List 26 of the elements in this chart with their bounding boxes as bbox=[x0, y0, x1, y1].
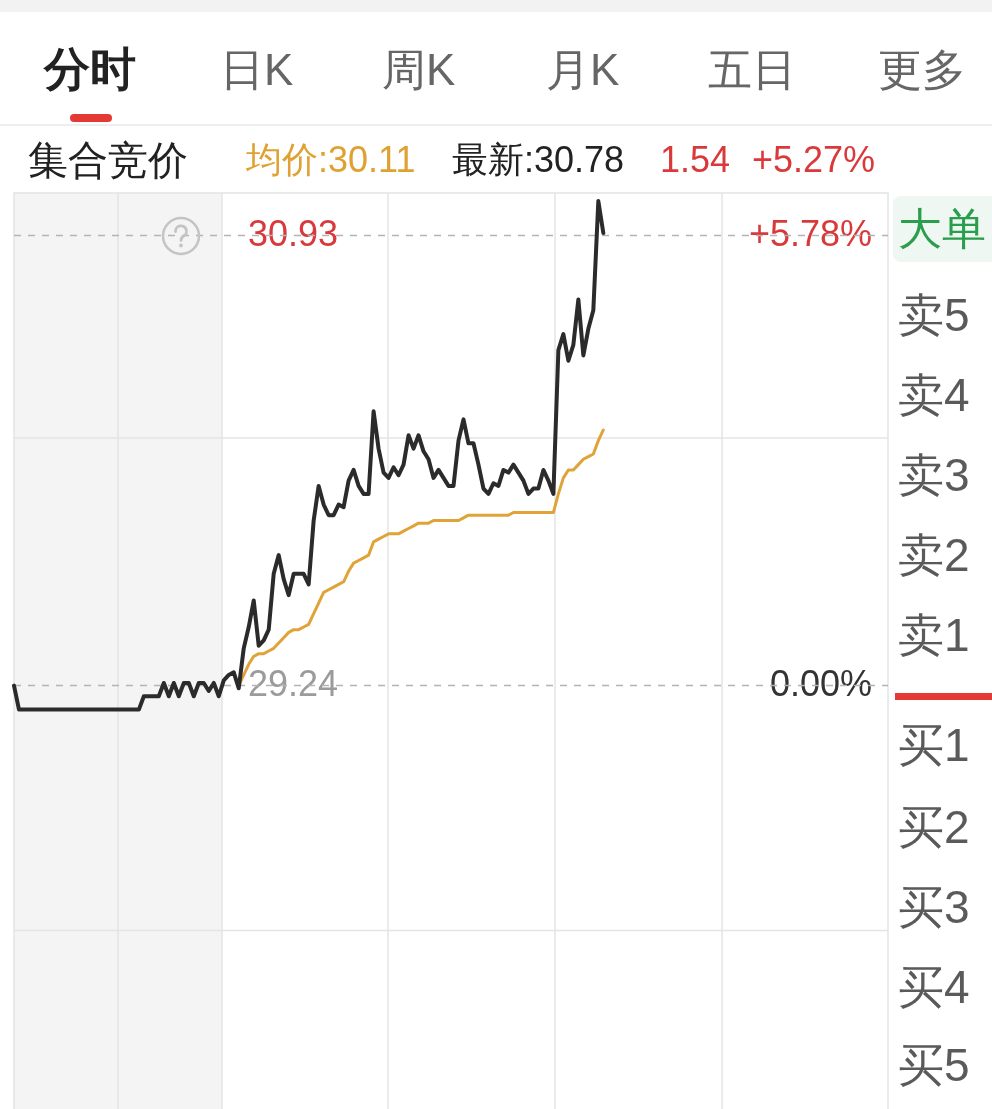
text: 买5 bbox=[898, 1038, 970, 1094]
text: 卖3 bbox=[898, 448, 970, 504]
y2-tick-label: +5.78% bbox=[748, 212, 872, 254]
y2-tick-label: 0.00% bbox=[769, 662, 872, 704]
text: 卖5 bbox=[898, 288, 970, 344]
text: 卖2 bbox=[898, 528, 970, 584]
text: 日K bbox=[220, 43, 294, 96]
text: 周K bbox=[382, 43, 456, 96]
text: +5.27% bbox=[752, 138, 876, 182]
text: 买1 bbox=[898, 718, 970, 774]
text: 买2 bbox=[898, 800, 970, 856]
text: 分时 bbox=[44, 42, 136, 98]
text: 集合竞价 bbox=[28, 137, 188, 184]
y-tick-label: 30.93 bbox=[248, 212, 339, 254]
text: 卖4 bbox=[898, 368, 970, 424]
text: 卖1 bbox=[898, 608, 970, 664]
text: 买3 bbox=[898, 880, 970, 936]
text: 买4 bbox=[898, 960, 970, 1016]
text: 月K bbox=[546, 43, 620, 96]
y-tick-label: 29.24 bbox=[248, 662, 339, 704]
text: 大单 bbox=[898, 202, 986, 255]
text: 五日 bbox=[708, 43, 796, 96]
text: 最新:30.78 bbox=[452, 138, 625, 182]
text: 1.54 bbox=[660, 138, 731, 182]
text: 均价:30.11 bbox=[246, 138, 416, 182]
text: 更多 bbox=[878, 43, 966, 96]
